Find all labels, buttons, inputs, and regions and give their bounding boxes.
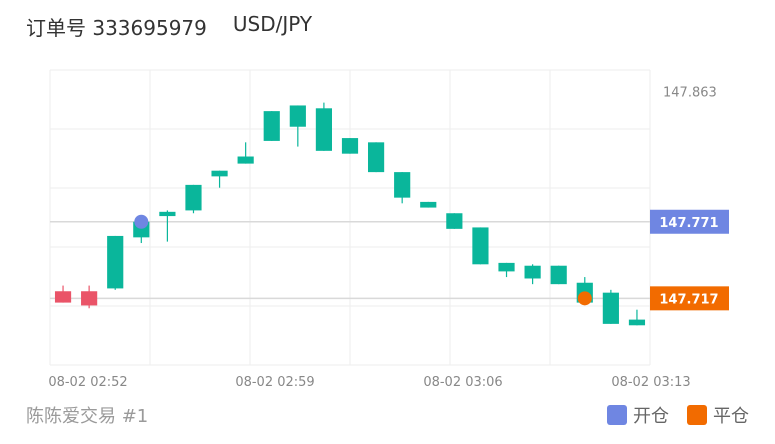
open-swatch	[607, 405, 627, 425]
candle-body	[472, 227, 489, 265]
candle-body	[498, 262, 515, 272]
candle-body	[315, 108, 332, 151]
candle-body	[602, 292, 619, 324]
candle-body	[211, 170, 228, 177]
candle-body	[341, 138, 359, 154]
candle-body	[289, 105, 306, 127]
x-tick-label: 08-02 02:59	[235, 375, 314, 390]
y-tick-label: 147.863	[663, 85, 717, 100]
candle-body	[550, 265, 567, 285]
candle-body	[368, 142, 385, 173]
x-tick-label: 08-02 03:06	[423, 375, 502, 390]
x-tick-label: 08-02 02:52	[48, 375, 127, 390]
close-marker	[577, 291, 592, 306]
close-price-tag-bg	[650, 286, 729, 311]
candle-body	[185, 184, 202, 211]
open-marker	[134, 214, 149, 229]
candle-body	[628, 319, 646, 326]
candle-body	[54, 291, 72, 303]
candle-body	[237, 156, 254, 164]
candle-body	[524, 265, 541, 279]
account-label: 陈陈爱交易 #1	[26, 406, 149, 427]
open-price-tag-label: 147.771	[659, 216, 718, 231]
candle-body	[446, 213, 463, 229]
x-tick-label: 08-02 03:13	[611, 375, 690, 390]
legend-item-close: 平仓	[687, 402, 749, 428]
legend-open-label: 开仓	[633, 406, 669, 427]
open-price-tag-bg	[650, 209, 729, 234]
candle-body	[263, 111, 280, 141]
close-swatch	[687, 405, 707, 425]
order-number: 订单号 333695979	[26, 16, 207, 40]
close-price-tag-label: 147.717	[659, 292, 718, 307]
legend-item-open: 开仓	[607, 402, 669, 428]
chart-header: 订单号 333695979 USD/JPY	[26, 12, 312, 41]
candle-body	[81, 291, 98, 306]
candle-body	[420, 201, 437, 208]
candle-body	[107, 235, 124, 289]
candle-body	[159, 211, 176, 217]
candle-body	[394, 172, 411, 198]
legend: 开仓 平仓	[607, 402, 749, 428]
symbol-label: USD/JPY	[232, 12, 313, 36]
legend-close-label: 平仓	[713, 406, 749, 427]
